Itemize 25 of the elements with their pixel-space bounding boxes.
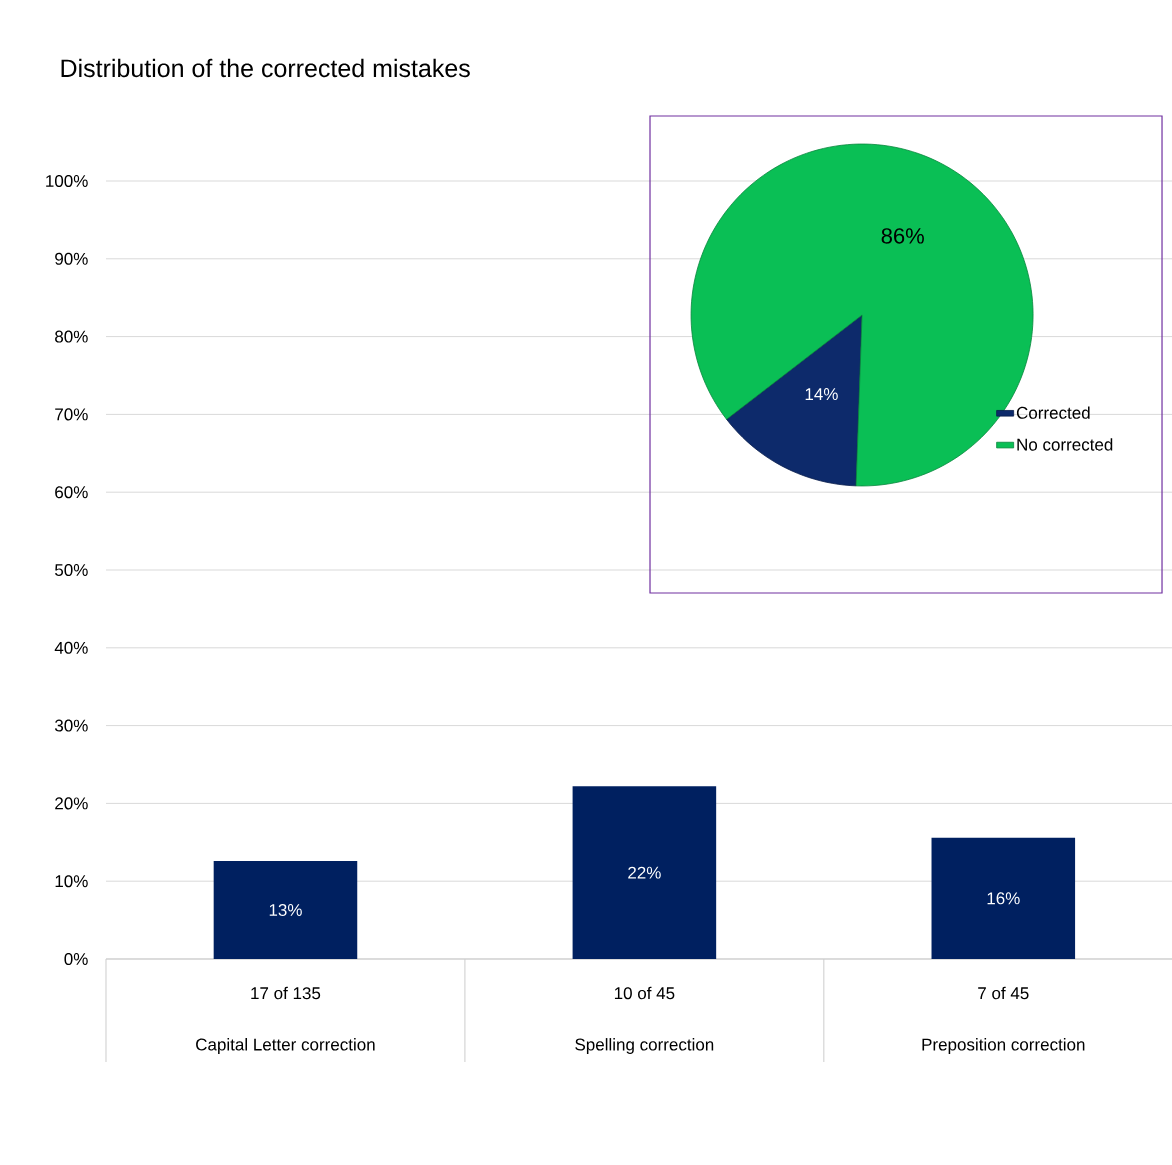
y-tick-label: 50%: [55, 563, 88, 577]
text: 10 of 45: [614, 986, 675, 1000]
text: 17 of 135: [251, 986, 321, 1000]
y-tick-label: 70%: [55, 408, 88, 421]
chart-title: Distribution of the corrected mistakes: [61, 58, 470, 78]
x-tick-label: Preposition correction: [922, 1038, 1085, 1054]
y-tick-label: 100%: [46, 174, 88, 188]
data-label: 86%: [881, 228, 924, 244]
x-tick-label: Capital Letter correction: [196, 1038, 375, 1054]
y-tick-label: 10%: [55, 875, 88, 888]
x-tick-label: Spelling correction: [575, 1038, 714, 1054]
data-label: 16%: [987, 892, 1020, 905]
text: 7 of 45: [978, 986, 1029, 1000]
data-label: 22%: [628, 866, 661, 879]
legend-label: Corrected: [1016, 406, 1090, 419]
data-label: 14%: [805, 388, 838, 401]
legend-label: No corrected: [1017, 438, 1113, 451]
y-tick-label: 0%: [64, 952, 88, 966]
y-tick-label: 60%: [55, 486, 88, 499]
y-tick-label: 80%: [55, 330, 88, 343]
y-tick-label: 90%: [55, 252, 88, 265]
y-tick-label: 40%: [54, 641, 88, 654]
y-tick-label: 30%: [54, 719, 88, 732]
data-label: 13%: [269, 903, 302, 917]
y-tick-label: 20%: [55, 797, 88, 810]
